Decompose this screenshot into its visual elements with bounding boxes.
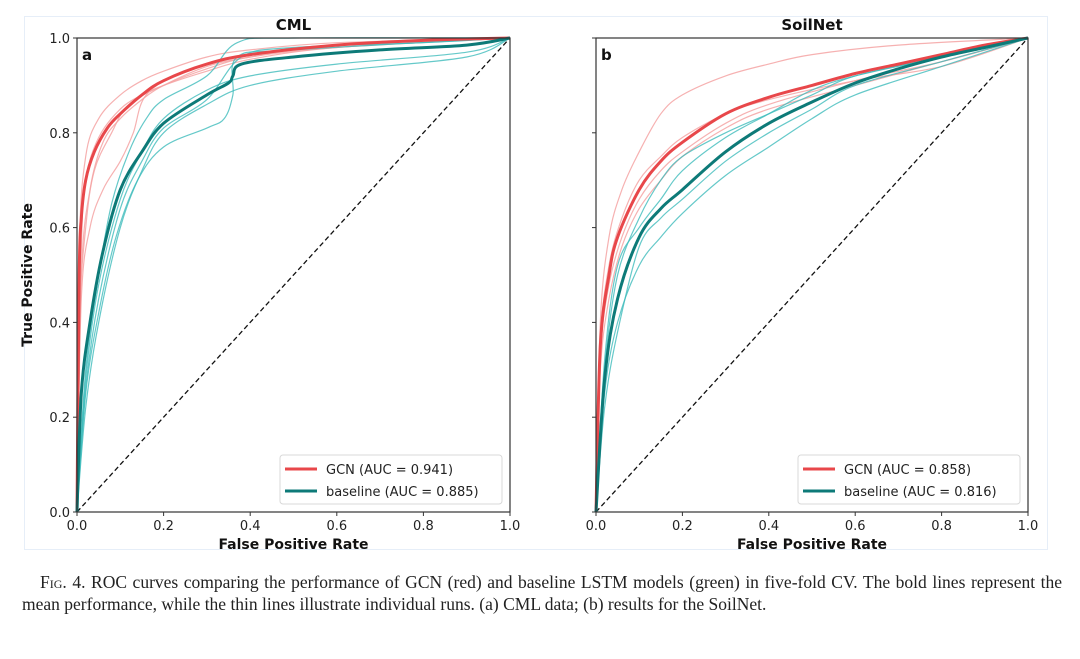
x-axis-label: False Positive Rate [218, 537, 368, 553]
x-tick-label: 0.4 [240, 519, 261, 534]
baseline-mean-line [75, 36, 511, 513]
panel-a: CML a 0.00.0 0.2 0.2 0.4 0.4 0.6 0.6 0.8 0.8 1.0 1.0… [20, 16, 520, 553]
x-tick-label: 0.8 [413, 519, 434, 534]
x-tick-label: 1.0 [500, 519, 521, 534]
baseline-run-line-3 [76, 37, 511, 513]
caption-text: ROC curves comparing the performance of … [22, 572, 1062, 614]
y-tick-label: 0.8 [49, 127, 70, 142]
y-tick-label: 0.0 [49, 506, 70, 521]
gcn-mean-line [594, 36, 1029, 513]
legend-box [279, 454, 503, 505]
x-tick-label: 0.4 [758, 519, 779, 534]
panel-label: b [601, 46, 612, 64]
baseline-run-line-4 [76, 37, 511, 513]
roc-figure: CMLa0.00.00.20.20.40.40.60.60.80.81.01.0… [20, 16, 1039, 553]
baseline-run-line-4 [595, 37, 1029, 513]
y-tick-label: 0.4 [49, 316, 70, 331]
baseline-run-line-2 [595, 37, 1029, 513]
y-tick-label: 1.0 [49, 32, 70, 47]
y-tick-label: 0.2 [49, 411, 70, 426]
x-tick-label: 0.0 [67, 519, 88, 534]
baseline-run-line-3 [595, 37, 1029, 513]
axes-frame [76, 37, 511, 513]
baseline-mean-line [594, 36, 1029, 513]
chart-title: CML [276, 16, 312, 34]
x-tick-label: 0.8 [931, 519, 952, 534]
y-tick-label: 0.6 [49, 222, 70, 237]
panel-label: a [82, 46, 92, 64]
caption-label: Fig. 4. [40, 572, 86, 592]
chance-diagonal-line [76, 37, 511, 513]
gcn-mean-line [75, 36, 511, 513]
chart-title: SoilNet [781, 16, 842, 34]
axes-frame [595, 37, 1029, 513]
x-axis-label: False Positive Rate [737, 537, 887, 553]
x-tick-label: 0.2 [153, 519, 174, 534]
legend-entry-baseline: baseline (AUC = 0.816) [844, 485, 997, 500]
x-tick-label: 0.0 [586, 519, 607, 534]
y-axis-label: True Positive Rate [20, 203, 36, 347]
figure-caption: Fig. 4. ROC curves comparing the perform… [22, 571, 1062, 615]
legend-entry-gcn: GCN (AUC = 0.941) [326, 463, 453, 478]
panel-b: SoilNet b 0.0 0.2 0.4 0.6 0.8 1.0 False Positive… [586, 16, 1039, 553]
chance-diagonal-line [595, 37, 1029, 513]
x-tick-label: 0.6 [326, 519, 347, 534]
x-tick-label: 0.6 [845, 519, 866, 534]
x-tick-label: 1.0 [1018, 519, 1039, 534]
legend-entry-gcn: GCN (AUC = 0.858) [844, 463, 971, 478]
legend-entry-baseline: baseline (AUC = 0.885) [326, 485, 479, 500]
x-tick-label: 0.2 [672, 519, 693, 534]
figure-frame [24, 16, 1048, 550]
gcn-run-line-1 [595, 37, 1029, 513]
legend-box [797, 454, 1021, 505]
